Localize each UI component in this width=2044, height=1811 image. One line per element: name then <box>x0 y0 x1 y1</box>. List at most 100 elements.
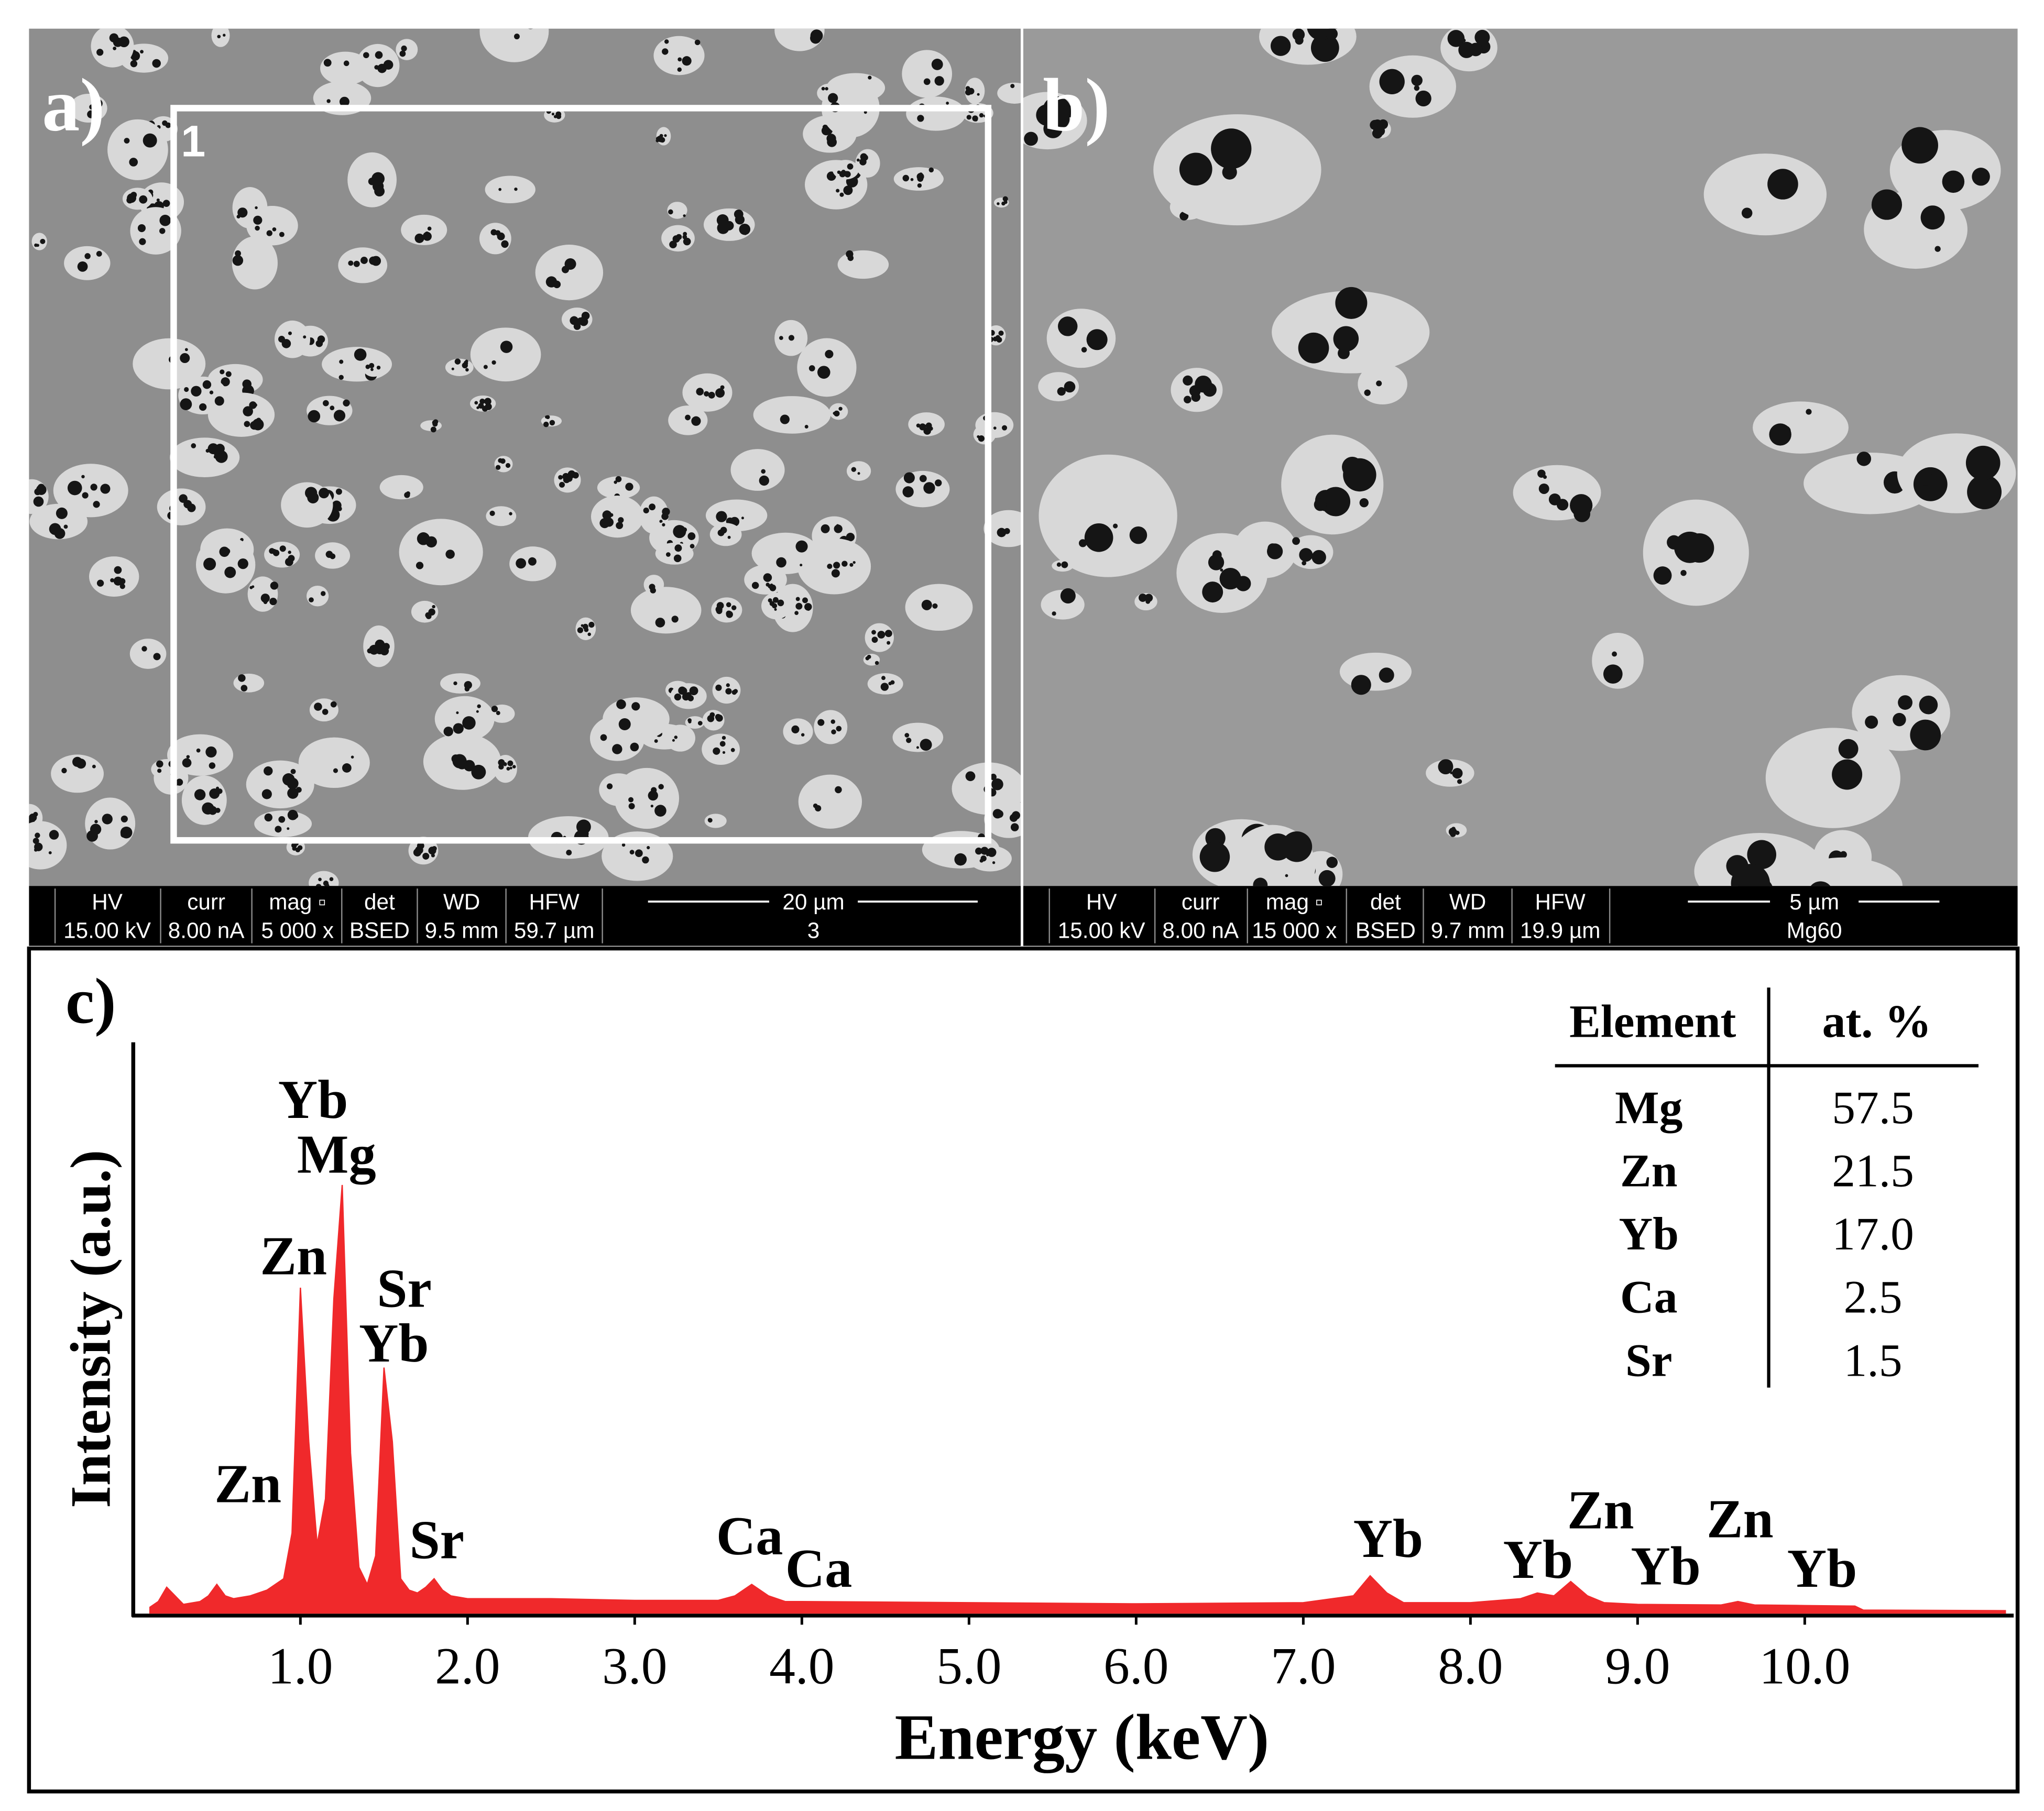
pore <box>1264 833 1292 861</box>
particle <box>655 542 694 565</box>
pore <box>826 134 836 144</box>
pore <box>1573 506 1591 522</box>
pore <box>1364 389 1371 396</box>
pore <box>76 759 86 769</box>
pore <box>838 407 843 411</box>
info-header: WD <box>1449 890 1486 914</box>
pore <box>923 482 935 494</box>
pore <box>205 448 210 453</box>
pore <box>1299 548 1313 562</box>
pore <box>671 616 679 623</box>
pore <box>92 764 96 769</box>
pore <box>649 503 656 511</box>
pore <box>713 747 720 755</box>
pore <box>779 336 783 341</box>
pore <box>1285 874 1288 877</box>
peak-label: Zn <box>260 1225 327 1286</box>
pore <box>37 484 45 491</box>
pore <box>781 16 785 20</box>
table-cell: Zn <box>1620 1145 1678 1197</box>
pore <box>856 158 860 162</box>
pore <box>370 368 374 371</box>
pore <box>1967 475 2002 510</box>
pore <box>453 723 464 734</box>
pore <box>1965 445 2001 480</box>
pore <box>871 636 878 643</box>
pore <box>1452 767 1463 779</box>
pore <box>433 419 439 425</box>
particle <box>91 28 134 68</box>
pore <box>264 813 272 822</box>
table-cell: Sr <box>1625 1334 1673 1386</box>
pore <box>919 475 927 482</box>
pore <box>1302 561 1307 566</box>
x-axis-title: Energy (keV) <box>894 1701 1269 1774</box>
pore <box>114 566 122 574</box>
pore <box>1376 380 1382 387</box>
pore <box>946 102 949 105</box>
pore <box>102 814 113 825</box>
pore <box>741 517 744 520</box>
particle <box>479 223 511 255</box>
pore <box>90 484 97 491</box>
pore <box>40 238 46 244</box>
pore <box>509 512 512 515</box>
pore <box>910 178 914 181</box>
pore <box>238 674 246 682</box>
pore <box>21 840 27 846</box>
pore <box>451 367 454 370</box>
spectrum-frame <box>27 946 2020 1794</box>
pore <box>972 115 978 122</box>
pore <box>650 587 656 594</box>
pore <box>992 861 996 864</box>
scale-label: 20 µm <box>782 890 844 914</box>
peak-label: Sr <box>410 1510 464 1571</box>
pore <box>495 465 501 470</box>
pore <box>1447 30 1465 47</box>
pore <box>986 853 989 857</box>
pore <box>130 51 140 61</box>
particle <box>1153 114 1321 226</box>
pore <box>1113 523 1118 529</box>
pore <box>304 487 318 499</box>
pore <box>903 472 915 484</box>
pore <box>182 758 192 767</box>
pore <box>354 348 367 361</box>
particle <box>702 733 740 765</box>
pore <box>833 562 840 569</box>
pore <box>93 501 100 508</box>
pore <box>376 365 381 370</box>
pore <box>1003 200 1008 204</box>
pore <box>651 787 657 793</box>
pore <box>954 853 967 866</box>
pore <box>430 426 436 433</box>
pore <box>810 29 823 42</box>
pore <box>165 122 171 128</box>
pore <box>49 830 59 840</box>
pore <box>1059 388 1062 391</box>
pore <box>616 522 624 530</box>
pore <box>477 704 481 708</box>
table-cell: 2.5 <box>1844 1271 1903 1323</box>
pore <box>1191 392 1200 402</box>
pore <box>422 852 430 860</box>
pore <box>804 425 808 429</box>
pore <box>904 733 910 738</box>
pore <box>329 886 333 890</box>
info-value: 15 000 x <box>1252 918 1337 943</box>
pore <box>243 406 253 416</box>
pore <box>121 815 128 822</box>
pore <box>288 331 292 335</box>
pore <box>484 398 491 405</box>
pore <box>563 476 570 484</box>
pore <box>415 846 423 854</box>
pore <box>124 138 130 144</box>
pore <box>917 183 922 188</box>
pore <box>315 884 322 886</box>
pore <box>1057 387 1066 396</box>
pore <box>734 209 744 219</box>
particle <box>151 759 183 780</box>
pore <box>631 702 640 711</box>
particle <box>814 710 848 744</box>
pore <box>683 214 686 217</box>
